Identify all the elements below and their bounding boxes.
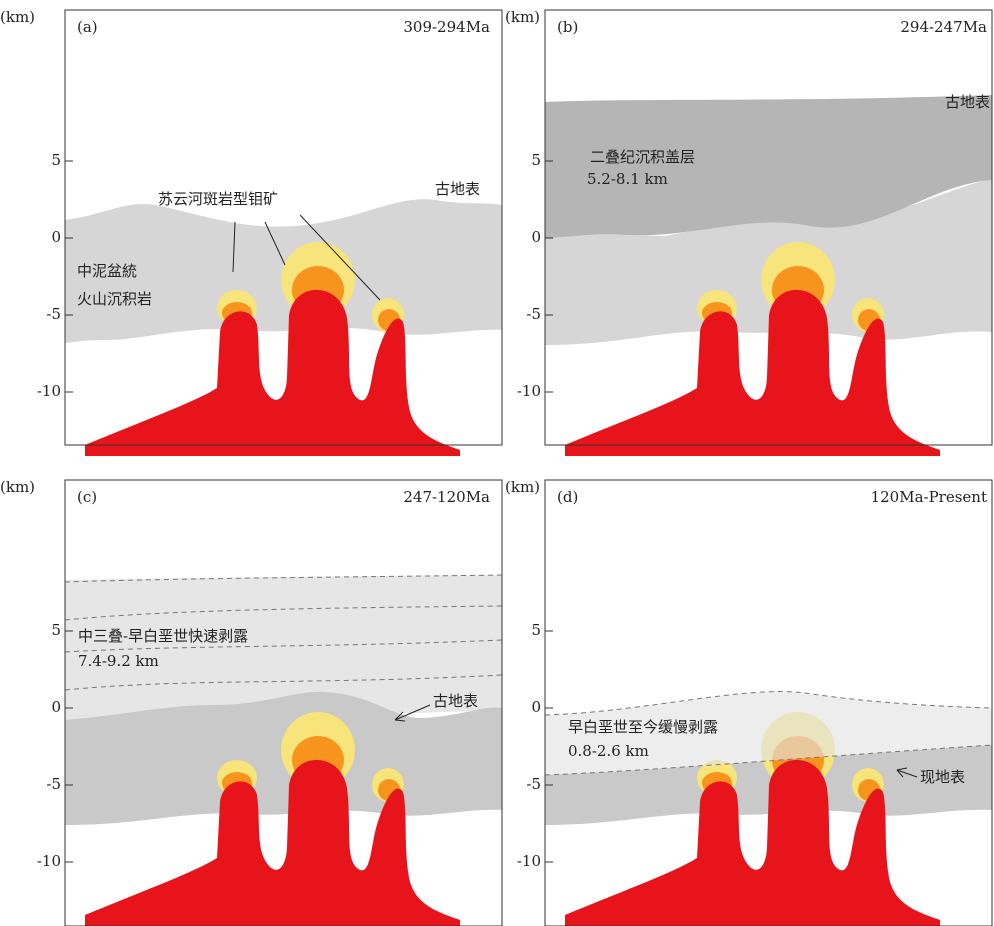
figure: (km) (a) 309-294Ma 苏云河斑岩型钼矿 古地表 中泥盆統 火山沉… (0, 0, 994, 926)
panel-label: (b) (557, 18, 578, 36)
annotation: 0.8-2.6 km (568, 742, 649, 760)
tick-label: -10 (517, 382, 541, 400)
unit-label: (km) (505, 478, 540, 496)
annotation: 早白垩世至今缓慢剥露 (568, 718, 718, 736)
annotation: 苏云河斑岩型钼矿 (158, 190, 278, 208)
unit-label: (km) (0, 8, 35, 26)
panel-label: (c) (77, 488, 97, 506)
annotation: 7.4-9.2 km (78, 652, 159, 670)
tick-label: -10 (517, 852, 541, 870)
tick-label: 0 (531, 698, 541, 716)
annotation: 古地表 (945, 93, 990, 111)
tick-label: -5 (526, 775, 541, 793)
age-label: 247-120Ma (403, 488, 490, 506)
panel-label: (a) (77, 18, 98, 36)
annotation: 古地表 (435, 180, 480, 198)
tick-label: -5 (46, 305, 61, 323)
tick-label: 0 (51, 698, 61, 716)
annotation: 中泥盆統 (77, 262, 137, 280)
panel-label: (d) (557, 488, 578, 506)
tick-label: -10 (37, 852, 61, 870)
unit-label: (km) (505, 8, 540, 26)
tick-label: -10 (37, 382, 61, 400)
page: {"panels": [ {"unit": "(km)", "label": "… (0, 0, 994, 926)
unit-label: (km) (0, 478, 35, 496)
tick-label: 5 (531, 151, 541, 169)
age-label: 309-294Ma (403, 18, 490, 36)
annotation: 火山沉积岩 (77, 290, 152, 308)
annotation: 二叠纪沉积盖层 (590, 148, 695, 166)
panel-d: (km) (d) 120Ma-Present 早白垩世至今缓慢剥露 0.8-2.… (505, 478, 992, 926)
tick-label: 5 (51, 151, 61, 169)
annotation: 5.2-8.1 km (587, 170, 668, 188)
panel-b: (km) (b) 294-247Ma 古地表 二叠纪沉积盖层 5.2-8.1 k… (505, 8, 992, 456)
tick-label: -5 (46, 775, 61, 793)
tick-label: 5 (51, 621, 61, 639)
panel-a: (km) (a) 309-294Ma 苏云河斑岩型钼矿 古地表 中泥盆統 火山沉… (0, 8, 502, 456)
annotation: 中三叠-早白垩世快速剥露 (78, 627, 248, 645)
tick-label: 0 (51, 228, 61, 246)
annotation: 古地表 (433, 692, 478, 710)
age-label: 294-247Ma (900, 18, 987, 36)
age-label: 120Ma-Present (871, 488, 987, 506)
tick-label: 5 (531, 621, 541, 639)
tick-label: 0 (531, 228, 541, 246)
panel-c: (km) (c) 247-120Ma 中三叠-早白垩世快速剥露 7.4-9.2 … (0, 478, 502, 926)
annotation: 现地表 (920, 768, 965, 786)
tick-label: -5 (526, 305, 541, 323)
